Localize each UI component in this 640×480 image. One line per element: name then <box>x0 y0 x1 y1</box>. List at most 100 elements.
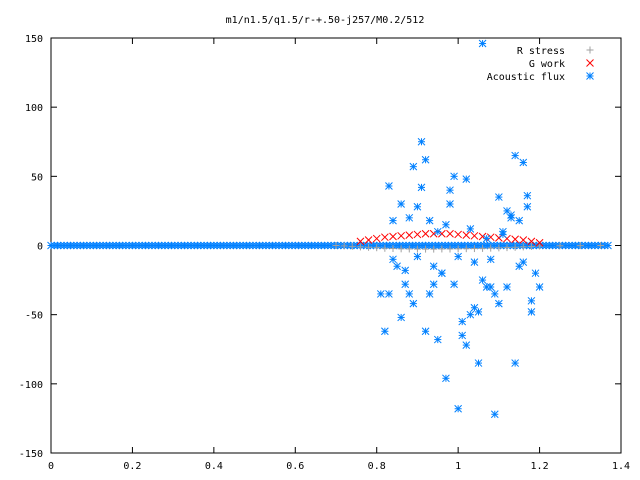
acoustic-flux-point <box>523 191 532 200</box>
acoustic-flux-point <box>429 262 438 271</box>
acoustic-flux-point <box>405 290 414 298</box>
acoustic-flux-point <box>409 299 418 308</box>
r-stress-point <box>495 244 503 252</box>
legend-marker <box>586 59 594 67</box>
acoustic-flux-point <box>535 283 544 291</box>
acoustic-flux-point <box>397 313 405 322</box>
r-stress-point <box>597 242 605 249</box>
r-stress-point <box>576 242 584 250</box>
x-tick-label: 0.4 <box>205 461 223 472</box>
acoustic-flux-point <box>466 225 475 233</box>
r-stress-point <box>519 243 527 251</box>
x-tick-label: 1.2 <box>531 461 549 472</box>
acoustic-flux-point <box>462 175 471 183</box>
r-stress-point <box>527 242 535 250</box>
acoustic-flux-point <box>482 234 491 243</box>
x-tick-label: 0.2 <box>123 461 141 472</box>
y-tick-label: 100 <box>25 103 43 114</box>
r-stress-point <box>503 244 511 252</box>
r-stress-point <box>356 243 364 251</box>
r-stress-point <box>365 243 373 251</box>
acoustic-flux-point <box>486 255 495 264</box>
acoustic-flux-point <box>413 252 422 261</box>
chart-title: m1/n1.5/q1.5/r-+.50-j257/M0.2/512 <box>226 15 425 26</box>
acoustic-flux-point <box>478 39 487 48</box>
r-stress-point <box>405 245 413 253</box>
r-stress-point <box>430 245 438 253</box>
acoustic-flux-point <box>446 200 454 208</box>
r-stress-point <box>348 242 356 250</box>
acoustic-flux-point <box>442 220 450 229</box>
x-axis: 0 0.2 0.4 0.6 0.8 1 1.2 1.4 <box>48 38 630 472</box>
acoustic-flux-point <box>425 216 434 225</box>
acoustic-flux-point <box>519 158 528 167</box>
x-tick-label: 0 <box>48 461 54 472</box>
acoustic-flux-point <box>433 335 442 344</box>
r-stress-point <box>438 245 446 253</box>
acoustic-flux-point <box>425 290 434 298</box>
acoustic-flux-point <box>466 310 475 319</box>
acoustic-flux-point <box>393 262 401 271</box>
acoustic-flux-point <box>503 207 511 215</box>
acoustic-flux-point <box>462 341 471 349</box>
acoustic-flux-point <box>495 299 503 308</box>
acoustic-flux-point <box>531 269 540 278</box>
y-tick-label: -150 <box>19 449 43 460</box>
acoustic-flux-point <box>450 280 458 289</box>
g-work-point <box>519 236 528 244</box>
acoustic-flux-point <box>389 255 397 264</box>
g-work-point <box>462 231 471 239</box>
series-g-work <box>356 229 544 247</box>
acoustic-flux-point <box>421 155 430 164</box>
acoustic-flux-point <box>446 186 454 195</box>
acoustic-flux-point <box>409 162 418 171</box>
acoustic-flux-point <box>499 227 507 236</box>
y-axis: 150 100 50 0 -50 -100 -150 <box>19 34 621 460</box>
series-acoustic-flux <box>376 39 544 419</box>
acoustic-flux-point <box>523 202 532 211</box>
r-stress-point <box>454 245 462 253</box>
acoustic-flux-point <box>450 172 458 181</box>
legend-label: G work <box>529 59 565 70</box>
r-stress-point <box>487 244 495 252</box>
legend-marker <box>586 46 594 54</box>
acoustic-flux-point <box>515 216 524 225</box>
acoustic-flux-point <box>478 276 487 284</box>
acoustic-flux-point <box>486 283 495 291</box>
r-stress-point <box>446 245 454 253</box>
series-r-stress <box>332 242 605 253</box>
y-tick-label: -100 <box>19 380 43 391</box>
legend-label: Acoustic flux <box>487 72 565 83</box>
r-stress-point <box>462 245 470 253</box>
acoustic-flux-point <box>458 331 467 340</box>
r-stress-point <box>422 245 430 253</box>
acoustic-flux-point <box>454 404 462 413</box>
acoustic-flux-point <box>417 183 426 192</box>
acoustic-flux-point <box>413 202 422 211</box>
acoustic-flux-point <box>474 359 483 367</box>
acoustic-flux-point <box>490 290 499 298</box>
acoustic-flux-point <box>429 280 438 289</box>
acoustic-flux-point <box>405 213 414 222</box>
g-work-point <box>413 230 422 239</box>
g-work-point <box>446 229 454 238</box>
data-series <box>47 39 612 419</box>
acoustic-flux-point <box>490 410 499 419</box>
r-stress-point <box>373 244 381 252</box>
r-stress-point <box>511 243 519 251</box>
acoustic-flux-point <box>511 359 519 367</box>
g-work-point <box>364 236 373 244</box>
acoustic-flux-point <box>527 296 536 305</box>
x-tick-label: 1.4 <box>612 461 630 472</box>
r-stress-point <box>479 244 487 252</box>
r-stress-point <box>397 245 405 253</box>
acoustic-flux-point <box>385 182 393 190</box>
y-tick-label: 0 <box>37 242 43 253</box>
g-work-point <box>389 232 397 241</box>
r-stress-point <box>556 242 564 250</box>
acoustic-flux-point <box>454 252 462 261</box>
acoustic-flux-point <box>438 269 446 278</box>
acoustic-flux-point <box>381 327 389 336</box>
y-tick-label: -50 <box>25 311 43 322</box>
